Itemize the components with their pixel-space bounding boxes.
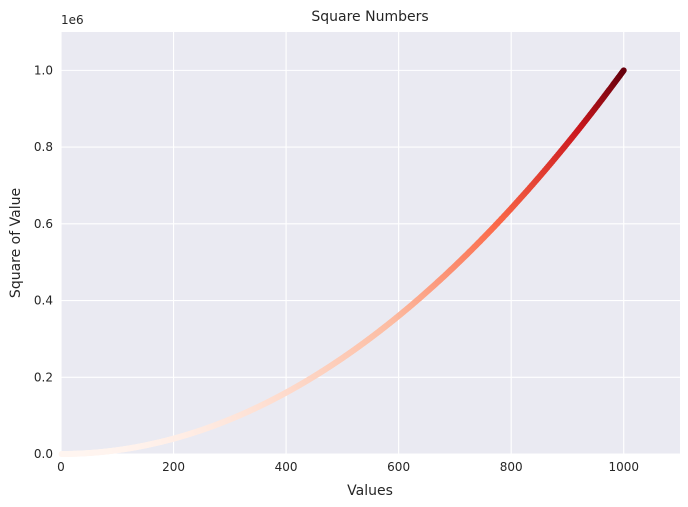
plot-area	[61, 32, 680, 454]
y-tick-label: 0.6	[34, 217, 53, 231]
x-tick-label: 800	[500, 460, 523, 474]
x-tick-label: 0	[57, 460, 65, 474]
y-tick-label: 0.0	[34, 447, 53, 461]
y-axis-label: Square of Value	[8, 188, 24, 298]
scatter-points	[58, 67, 627, 457]
x-tick-label: 400	[275, 460, 298, 474]
y-axis-ticks: 0.0 0.2 0.4 0.6 0.8 1.0	[34, 63, 53, 461]
x-tick-label: 200	[162, 460, 185, 474]
x-axis-label: Values	[347, 483, 393, 499]
grid	[60, 32, 680, 455]
y-tick-label: 0.8	[34, 140, 53, 154]
x-tick-label: 600	[387, 460, 410, 474]
y-tick-label: 0.2	[34, 370, 53, 384]
y-tick-label: 1.0	[34, 63, 53, 77]
chart-title: Square Numbers	[311, 9, 428, 25]
x-tick-label: 1000	[608, 460, 639, 474]
x-axis-ticks: 0 200 400 600 800 1000	[57, 460, 639, 474]
scatter-point	[620, 67, 627, 74]
y-tick-label: 0.4	[34, 294, 53, 308]
y-axis-offset-label: 1e6	[61, 13, 84, 27]
